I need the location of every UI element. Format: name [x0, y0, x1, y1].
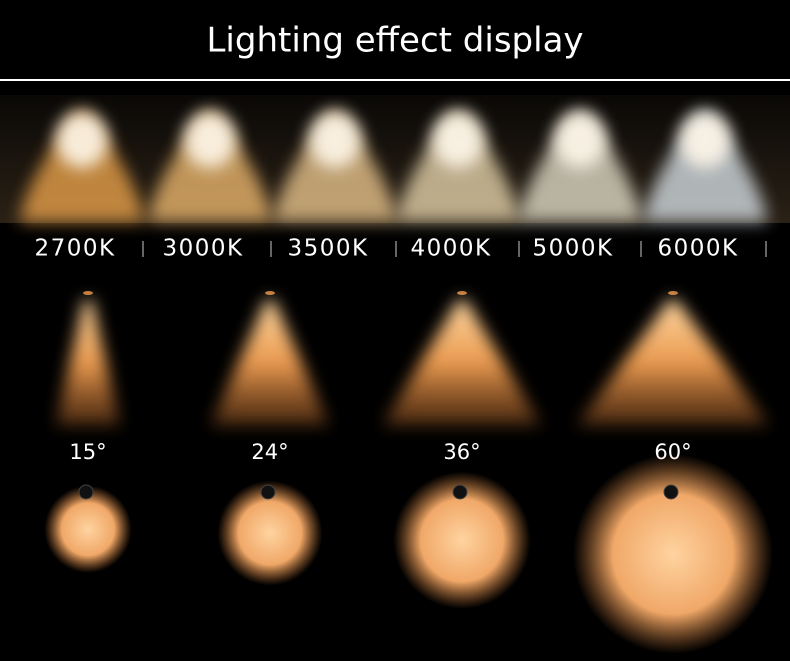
- beam-angle-label: 15°: [69, 440, 106, 464]
- color-temp-label: 4000K: [410, 236, 491, 262]
- light-spot: [217, 480, 323, 586]
- light-core: [679, 112, 731, 168]
- color-temp-label: 3000K: [162, 236, 243, 262]
- color-temp-label: 5000K: [532, 236, 613, 262]
- beam-angle-label: 24°: [251, 440, 288, 464]
- light-beam: [211, 300, 329, 425]
- beam-angle-label: 36°: [443, 440, 480, 464]
- light-spot: [44, 485, 132, 573]
- fixture: [668, 291, 678, 295]
- light-beam: [383, 300, 541, 425]
- color-temp-label: 6000K: [657, 236, 738, 262]
- light-core: [56, 112, 108, 168]
- fixture-head: [78, 484, 94, 500]
- light-core: [432, 112, 484, 168]
- light-beam: [577, 300, 769, 425]
- light-spot: [573, 454, 773, 654]
- light-beam: [56, 300, 120, 425]
- light-spot: [393, 471, 531, 609]
- title: Lighting effect display: [206, 21, 583, 61]
- fixture: [457, 291, 467, 295]
- light-core: [554, 112, 606, 168]
- light-core: [309, 112, 361, 168]
- fixture-head: [260, 484, 276, 500]
- color-temp-label: 3500K: [287, 236, 368, 262]
- fixture-head: [663, 484, 679, 500]
- fixture: [83, 291, 93, 295]
- fixture: [265, 291, 275, 295]
- light-core: [184, 112, 236, 168]
- fixture-head: [452, 484, 468, 500]
- color-temp-label: 2700K: [34, 236, 115, 262]
